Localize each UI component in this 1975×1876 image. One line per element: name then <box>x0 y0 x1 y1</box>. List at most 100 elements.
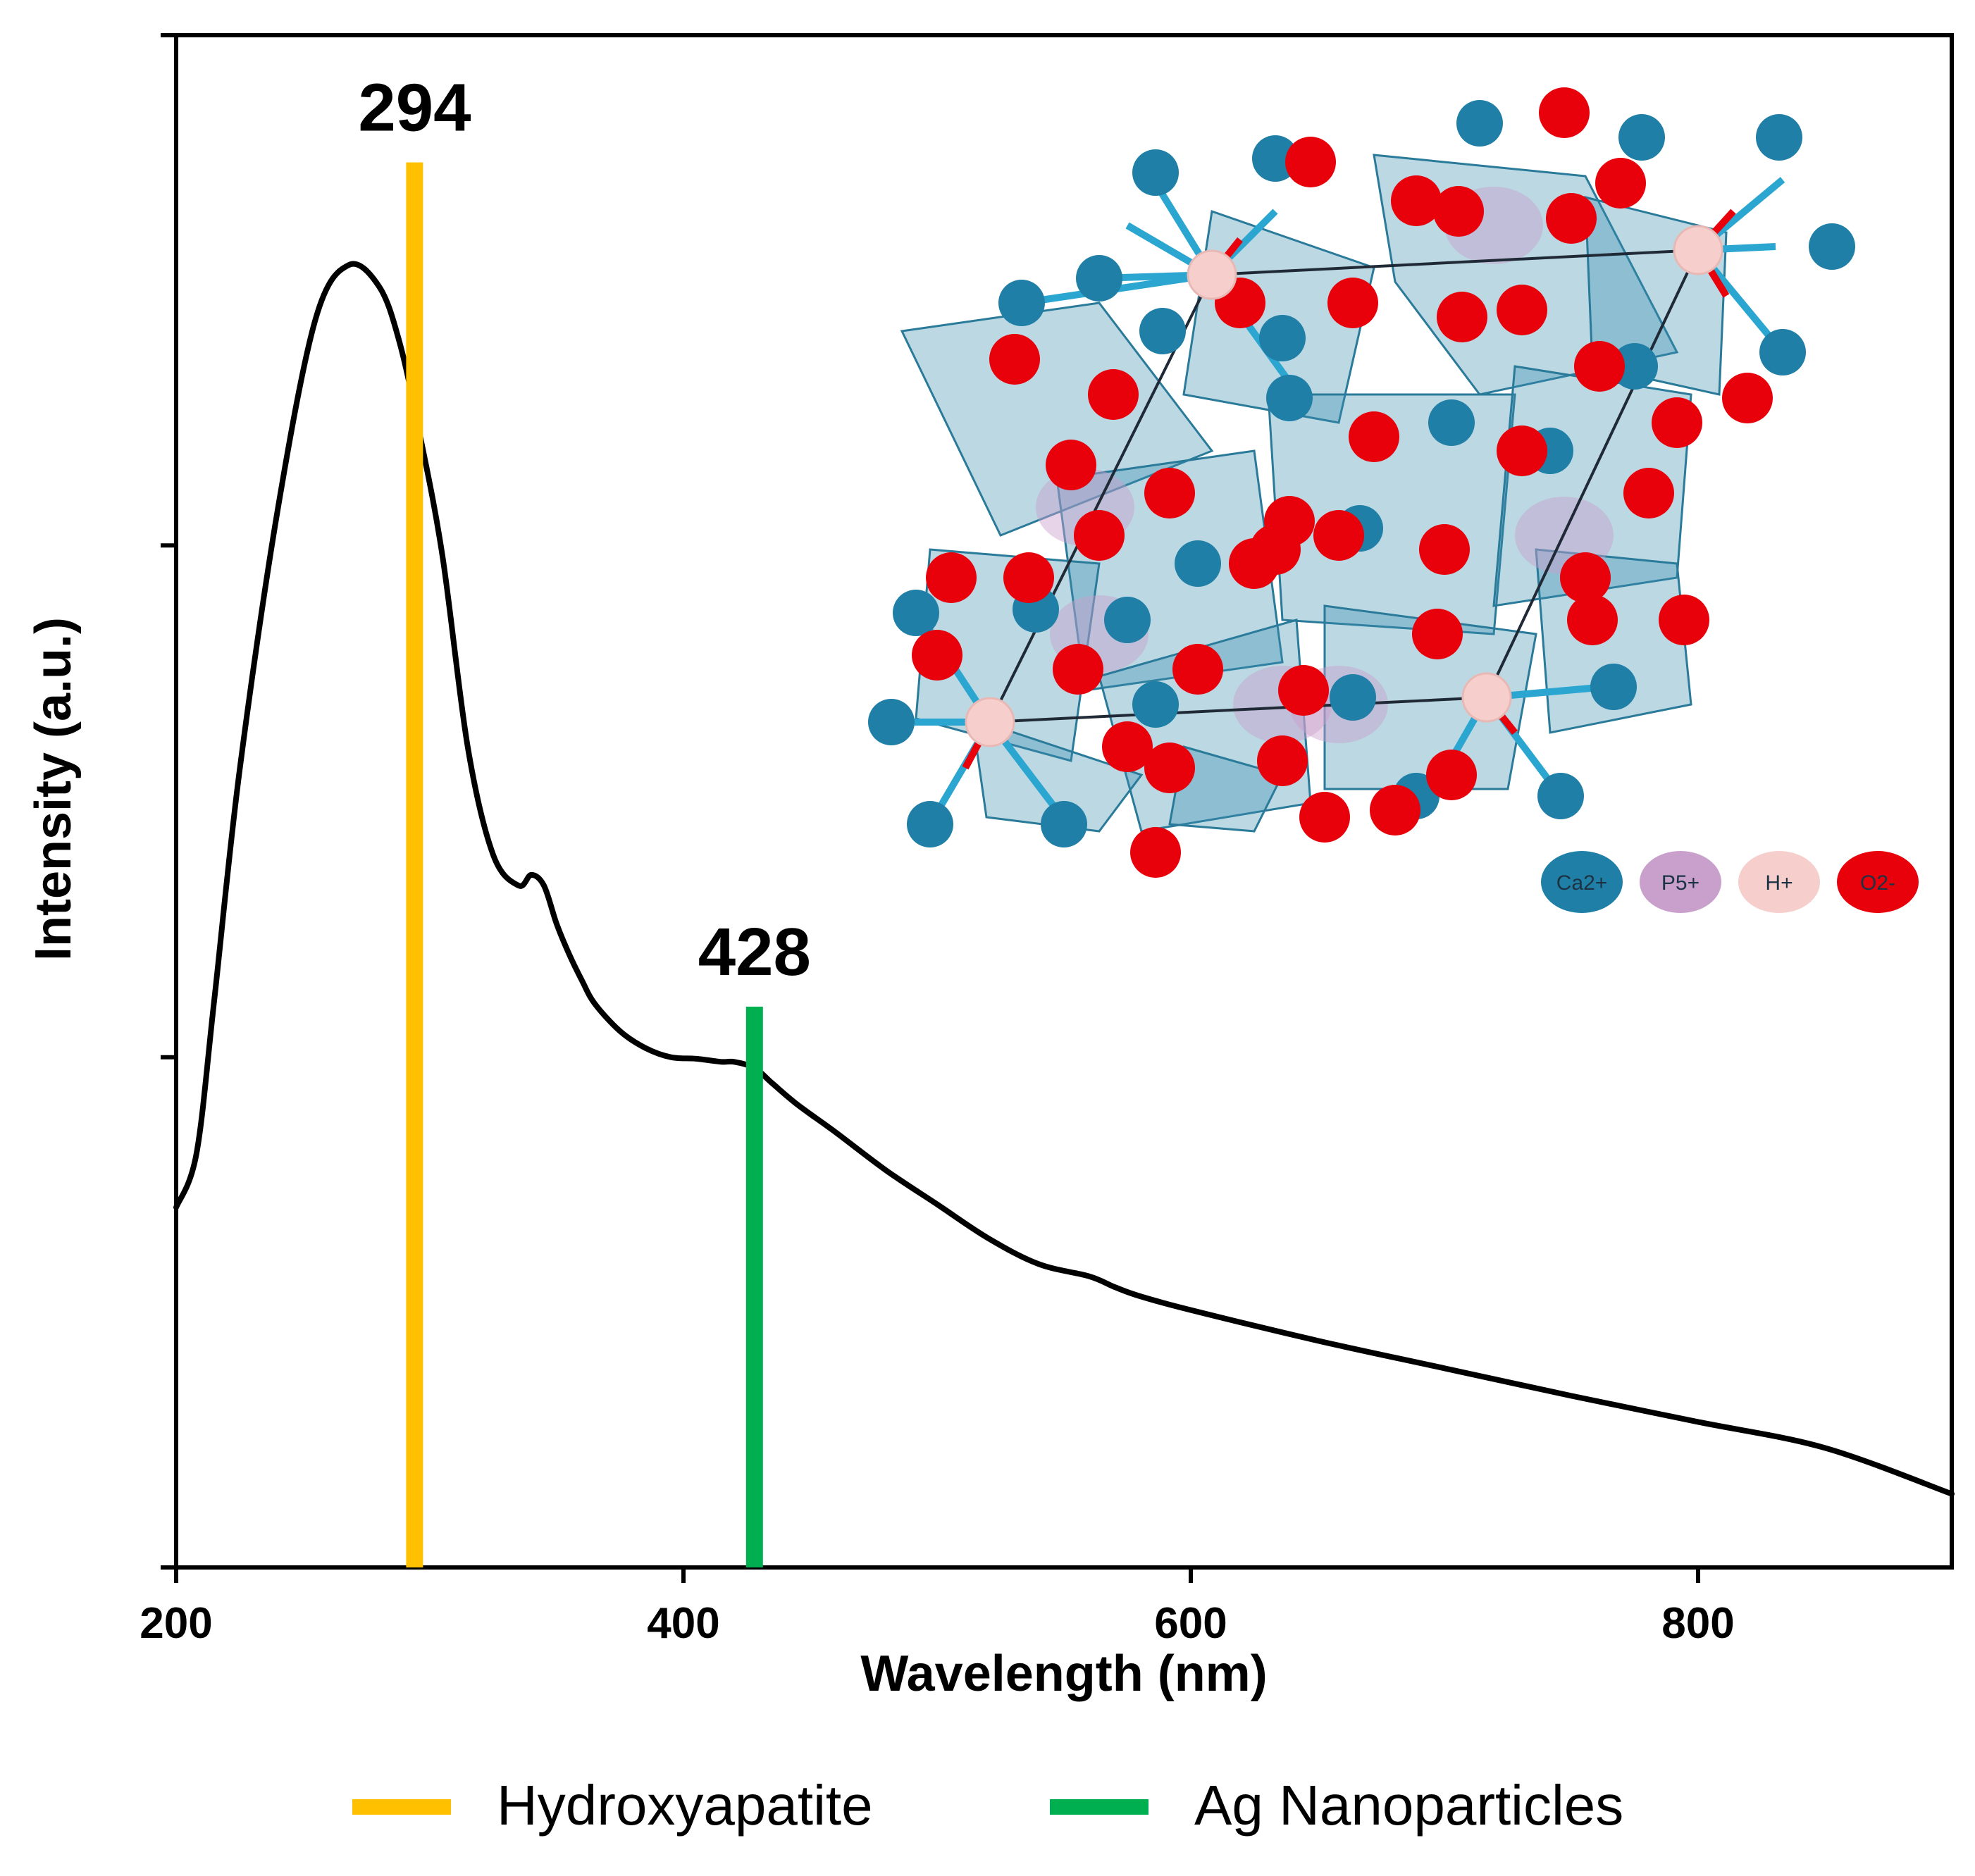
inset-h-atom-2 <box>965 697 1015 747</box>
inset-o-atom-13 <box>1497 425 1547 476</box>
inset-o-atom-4 <box>1546 193 1597 244</box>
inset-o-atom-16 <box>1652 397 1702 448</box>
inset-o-atom-30 <box>1567 595 1618 645</box>
inset-ca-atom-17 <box>1104 597 1151 643</box>
inset-ca-atom-22 <box>1537 773 1584 819</box>
inset-o-atom-25 <box>912 630 962 681</box>
inset-ca-atom-5 <box>1456 100 1503 147</box>
inset-o-atom-19 <box>1144 468 1195 518</box>
inset-ca-atom-7 <box>1756 114 1802 161</box>
inset-ca-atom-19 <box>1330 674 1376 721</box>
inset-o-atom-27 <box>1172 644 1223 695</box>
inset-ca-atom-2 <box>1139 308 1186 354</box>
peak-markers: 294 428 <box>358 70 811 1567</box>
inset-o-atom-21 <box>1313 510 1364 561</box>
inset-o-atom-2 <box>1433 186 1484 237</box>
inset-polyhedron-9 <box>1323 604 1537 790</box>
plot-frame <box>174 33 1954 1570</box>
inset-ca-atom-3 <box>1266 375 1313 421</box>
inset-o-atom-18 <box>1074 510 1125 561</box>
species-label-o2: O2- <box>1860 871 1895 895</box>
inset-o-atom-37 <box>1426 750 1477 800</box>
inset-o-atom-7 <box>1497 285 1547 335</box>
inset-ca-atom-18 <box>1132 681 1179 728</box>
inset-o-atom-10 <box>1088 369 1139 420</box>
inset-o-atom-0 <box>1285 137 1336 187</box>
inset-ca-atom-24 <box>1175 540 1221 587</box>
inset-o-atom-8 <box>1574 341 1625 392</box>
inset-o-atom-6 <box>1437 292 1487 342</box>
inset-o-atom-29 <box>1412 609 1463 659</box>
inset-o-atom-33 <box>1144 743 1195 793</box>
inset-o-atom-15 <box>1722 373 1773 423</box>
species-badge-o2 <box>1837 851 1919 913</box>
inset-o-atom-42 <box>1278 665 1329 716</box>
inset-o-atom-38 <box>1130 827 1181 878</box>
inset-h-atom-1 <box>1673 225 1723 275</box>
inset-ca-atom-9 <box>1759 329 1806 375</box>
inset-o-atom-12 <box>1349 411 1399 462</box>
crystal-structure-inset: Ca2+ P5+ H+ O2- <box>868 87 1919 913</box>
inset-ca-atom-16 <box>1041 801 1087 847</box>
species-label-h: H+ <box>1765 871 1793 895</box>
peak-label-294: 294 <box>358 70 471 146</box>
inset-o-atom-23 <box>1560 552 1611 603</box>
inset-o-atom-39 <box>1264 496 1315 547</box>
species-badge-ca2 <box>1541 851 1623 913</box>
inset-o-atom-31 <box>1659 595 1709 645</box>
legend-swatch-ag-nanoparticles <box>1050 1799 1149 1815</box>
inset-ca-atom-23 <box>1590 664 1637 710</box>
inset-ca-atom-25 <box>1428 399 1475 446</box>
inset-ca-atom-1 <box>1076 255 1122 302</box>
inset-o-atom-17 <box>1003 552 1054 603</box>
inset-o-atom-40 <box>1595 158 1646 209</box>
inset-o-atom-32 <box>1102 721 1153 772</box>
inset-ca-atom-15 <box>907 801 953 847</box>
legend-label-ag-nanoparticles: Ag Nanoparticles <box>1194 1774 1623 1837</box>
species-badge-h <box>1738 851 1820 913</box>
inset-o-atom-36 <box>1370 785 1420 835</box>
x-axis-ticks: 200 400 600 800 <box>140 1567 1735 1648</box>
inset-o-atom-14 <box>1623 468 1674 518</box>
inset-h-atom-3 <box>1461 672 1512 723</box>
inset-o-atom-22 <box>1419 524 1470 575</box>
species-badge-p5 <box>1640 851 1721 913</box>
peak-label-428: 428 <box>698 914 811 990</box>
legend-swatch-hydroxyapatite <box>352 1799 451 1815</box>
inset-o-atom-28 <box>1229 538 1280 589</box>
inset-o-atom-34 <box>1257 735 1308 786</box>
y-axis-ticks <box>161 33 176 1570</box>
x-tick-label-400: 400 <box>647 1599 719 1648</box>
inset-ca-atom-11 <box>998 280 1045 326</box>
inset-o-atom-41 <box>1046 440 1096 490</box>
inset-ca-atom-6 <box>1618 114 1665 161</box>
inset-o-atom-35 <box>1299 792 1350 843</box>
x-axis-title: Wavelength (nm) <box>860 1646 1267 1702</box>
inset-ca-atom-14 <box>868 699 915 745</box>
inset-o-atom-24 <box>926 552 977 603</box>
marker-bar-hydroxyapatite <box>406 162 423 1567</box>
inset-polyhedron-12 <box>1168 745 1284 833</box>
x-tick-label-600: 600 <box>1154 1599 1227 1648</box>
x-tick-label-800: 800 <box>1661 1599 1734 1648</box>
inset-o-atom-3 <box>1539 87 1590 138</box>
inset-o-atom-1 <box>1391 175 1442 226</box>
spectrum-line <box>173 261 1955 1497</box>
inset-ca-atom-8 <box>1809 223 1855 270</box>
inset-ca-atom-10 <box>1611 343 1658 390</box>
inset-polyhedron-11 <box>971 716 1144 833</box>
species-label-p5: P5+ <box>1661 871 1700 895</box>
inset-h-atom-0 <box>1187 249 1237 300</box>
inset-ca-atom-0 <box>1132 149 1179 196</box>
inset-o-atom-26 <box>1053 644 1103 695</box>
y-axis-title: Intensity (a.u.) <box>25 617 82 961</box>
inset-o-atom-9 <box>989 334 1040 385</box>
legend-label-hydroxyapatite: Hydroxyapatite <box>497 1774 873 1837</box>
inset-o-atom-5 <box>1327 278 1378 328</box>
inset-ca-atom-27 <box>1259 315 1306 361</box>
x-tick-label-200: 200 <box>140 1599 212 1648</box>
inset-ca-atom-12 <box>893 590 939 636</box>
marker-bar-ag-nanoparticles <box>745 1006 763 1567</box>
